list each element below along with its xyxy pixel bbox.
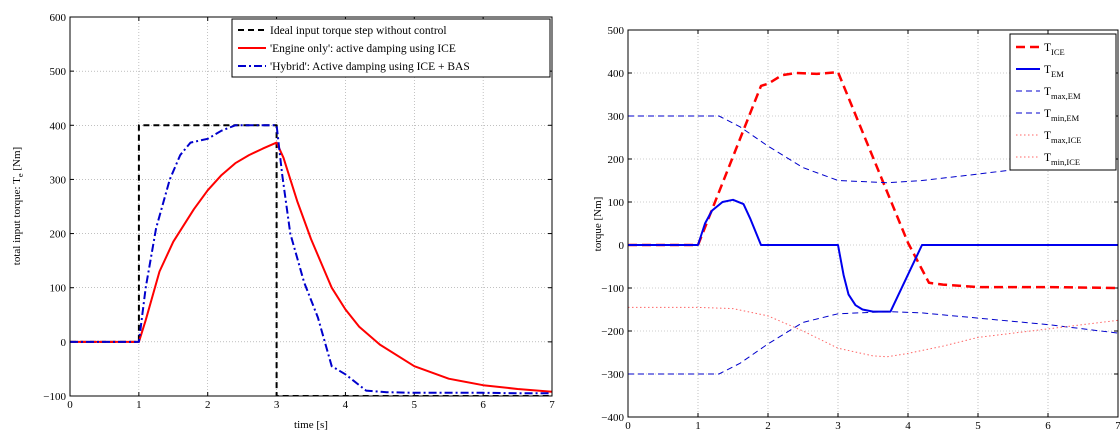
legend-entry-subscript: min,EM xyxy=(1051,113,1080,123)
legend-entry-1: 'Engine only': active damping using ICE xyxy=(270,43,456,55)
series-left xyxy=(70,124,552,396)
x-tick-label: 4 xyxy=(343,399,349,411)
legend-entry-subscript: min,ICE xyxy=(1051,157,1080,167)
chart-right: 0 1 2 3 4 5 6 7 −400 −300 −200 −100 0 100 200 300 400 500… xyxy=(592,25,1120,432)
x-tick-label: 4 xyxy=(905,420,911,432)
legend-entry-subscript: ICE xyxy=(1051,47,1065,57)
x-tick-label: 6 xyxy=(1045,420,1051,432)
x-tick-label: 2 xyxy=(765,420,771,432)
series-right xyxy=(628,70,1118,375)
legend-entry-name: T xyxy=(1044,130,1051,142)
legend-entry-3: Tmin,EM xyxy=(1044,108,1080,123)
legend-entry-4: Tmax,ICE xyxy=(1044,130,1081,145)
y-tick-label: 400 xyxy=(50,120,67,132)
legend-entry-2: Tmax,EM xyxy=(1044,86,1081,101)
legend-left: Ideal input torque step without control '… xyxy=(231,18,551,78)
y-tick-label: −400 xyxy=(601,412,624,424)
y-tick-label: 400 xyxy=(608,68,625,80)
series-line-5 xyxy=(628,306,1118,358)
legend-box xyxy=(231,18,551,78)
y-axis-label-left: total input torque: Te [Nm] xyxy=(11,147,25,265)
legend-entry-subscript: max,ICE xyxy=(1051,135,1081,145)
y-axis-label-left-main: total input torque: T xyxy=(11,177,23,265)
series-line-2 xyxy=(70,124,552,395)
x-tick-label: 3 xyxy=(835,420,841,432)
legend-entry-0: TICE xyxy=(1044,42,1065,57)
x-tick-label: 5 xyxy=(975,420,981,432)
ticks-right: 0 1 2 3 4 5 6 7 −400 −300 −200 −100 0 100 200 300 400 500 xyxy=(601,25,1120,432)
legend-entry-name: T xyxy=(1044,64,1051,76)
y-tick-label: 500 xyxy=(608,25,625,37)
legend-entry-subscript: EM xyxy=(1051,69,1064,79)
legend-entry-name: T xyxy=(1044,86,1051,98)
series-line-0 xyxy=(628,70,1118,290)
x-tick-label: 7 xyxy=(1115,420,1120,432)
legend-entry-5: Tmin,ICE xyxy=(1044,152,1080,167)
y-tick-label: 200 xyxy=(50,229,67,241)
y-tick-label: −200 xyxy=(601,326,624,338)
y-tick-label: 300 xyxy=(50,174,67,186)
y-tick-label: −100 xyxy=(601,283,624,295)
legend-entry-name: T xyxy=(1044,108,1051,120)
legend-entry-name: T xyxy=(1044,42,1051,54)
x-tick-label: 2 xyxy=(205,399,211,411)
x-axis-label-left: time [s] xyxy=(294,419,328,431)
series-clip-group xyxy=(70,124,552,396)
y-tick-label: −300 xyxy=(601,369,624,381)
legend-entry-2: 'Hybrid': Active damping using ICE + BAS xyxy=(270,61,470,73)
axes-box-right xyxy=(627,29,1119,418)
legend-entry-name: 'Engine only': active damping using ICE xyxy=(270,43,456,55)
y-axis-label-left-sub: e xyxy=(15,173,25,177)
legend-box xyxy=(1009,33,1117,171)
y-tick-label: 300 xyxy=(608,111,625,123)
y-tick-label: 200 xyxy=(608,154,625,166)
y-tick-label: 0 xyxy=(61,337,67,349)
y-tick-label: −100 xyxy=(43,391,66,403)
x-tick-label: 1 xyxy=(136,399,142,411)
y-tick-label: 100 xyxy=(608,197,625,209)
x-tick-label: 5 xyxy=(412,399,418,411)
series-line-0 xyxy=(70,124,552,396)
y-tick-label: 100 xyxy=(50,283,67,295)
legend-entry-subscript: max,EM xyxy=(1051,91,1081,101)
series-line-1 xyxy=(70,141,552,393)
y-tick-label: 500 xyxy=(50,66,67,78)
x-tick-label: 0 xyxy=(625,420,631,432)
legend-entry-name: T xyxy=(1044,152,1051,164)
x-tick-label: 7 xyxy=(549,399,555,411)
y-axis-label-left-unit: [Nm] xyxy=(11,147,23,174)
y-tick-label: 0 xyxy=(619,240,625,252)
y-axis-label-right: torque [Nm] xyxy=(592,197,604,252)
y-tick-label: 600 xyxy=(50,12,67,24)
series-line-1 xyxy=(628,198,1118,313)
x-tick-label: 1 xyxy=(695,420,701,432)
series-clip-group xyxy=(628,70,1118,375)
legend-entry-name: 'Hybrid': Active damping using ICE + BAS xyxy=(270,61,470,73)
x-tick-label: 6 xyxy=(480,399,486,411)
legend-entry-1: TEM xyxy=(1044,64,1064,79)
axes-box-left xyxy=(69,16,553,397)
plot-area-left xyxy=(70,17,552,396)
x-tick-label: 0 xyxy=(67,399,73,411)
legend-entry-name: Ideal input torque step without control xyxy=(270,25,447,37)
legend-entry-0: Ideal input torque step without control xyxy=(270,25,447,37)
x-tick-label: 3 xyxy=(274,399,280,411)
